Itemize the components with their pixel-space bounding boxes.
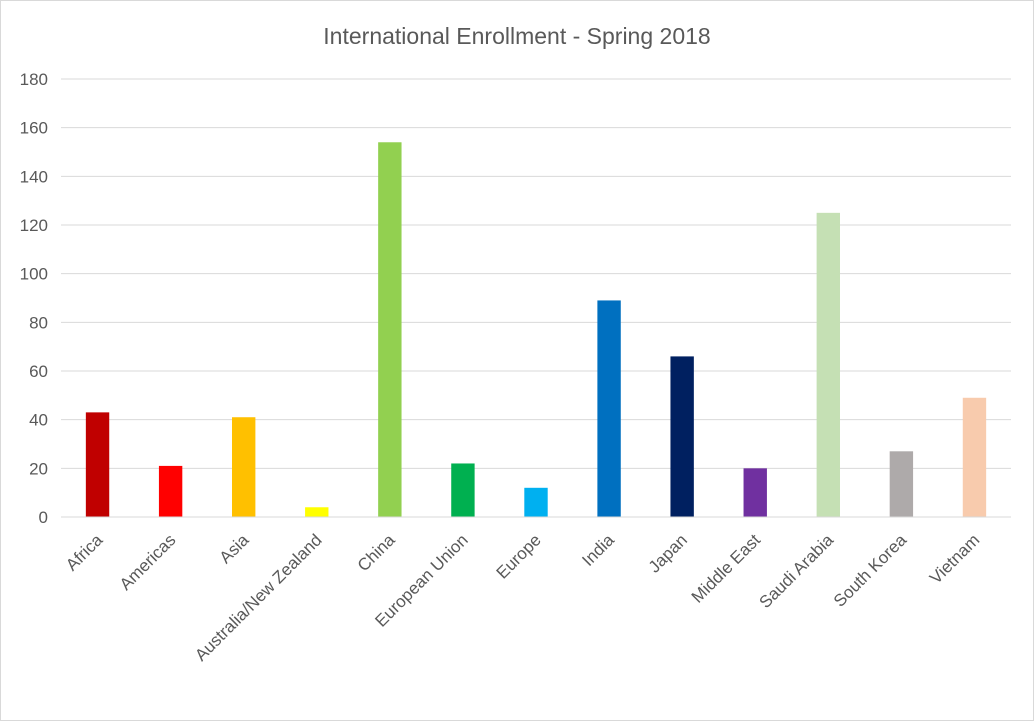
bar [962,397,987,517]
y-tick-label: 80 [29,313,48,332]
x-tick-label: Middle East [688,530,764,606]
bar [305,507,329,517]
y-tick-label: 60 [29,362,48,381]
y-tick-label: 100 [20,265,48,284]
bar [597,300,621,517]
bars [85,142,987,518]
bar [451,463,475,517]
x-tick-label: Europe [493,530,545,582]
x-tick-label: Australia/New Zealand [191,530,325,664]
y-tick-label: 140 [20,167,48,186]
y-tick-label: 180 [20,70,48,89]
gridlines [61,78,1011,469]
x-tick-label: India [578,530,618,570]
y-tick-label: 20 [29,459,48,478]
bar [889,451,914,517]
bar [743,468,767,517]
y-axis-ticks: 0 20 40 60 80 100 120 140 160 180 [20,70,48,527]
x-tick-label: Vietnam [926,530,983,587]
bar [670,356,694,517]
x-tick-label: Asia [216,530,253,567]
y-tick-label: 160 [20,119,48,138]
bar [232,417,256,517]
y-tick-label: 40 [29,411,48,430]
bar [158,465,183,517]
bar [816,212,840,518]
x-tick-label: Saudi Arabia [756,530,838,612]
y-tick-label: 0 [39,508,48,527]
x-tick-label: Japan [645,530,691,576]
bar [85,412,110,517]
bar [524,487,548,517]
chart-title: International Enrollment - Spring 2018 [323,23,710,49]
bar [378,142,402,517]
x-tick-label: South Korea [830,530,911,611]
y-tick-label: 120 [20,216,48,235]
x-tick-label: Africa [62,530,107,575]
x-tick-label: Americas [116,530,180,594]
x-tick-label: China [354,530,399,575]
